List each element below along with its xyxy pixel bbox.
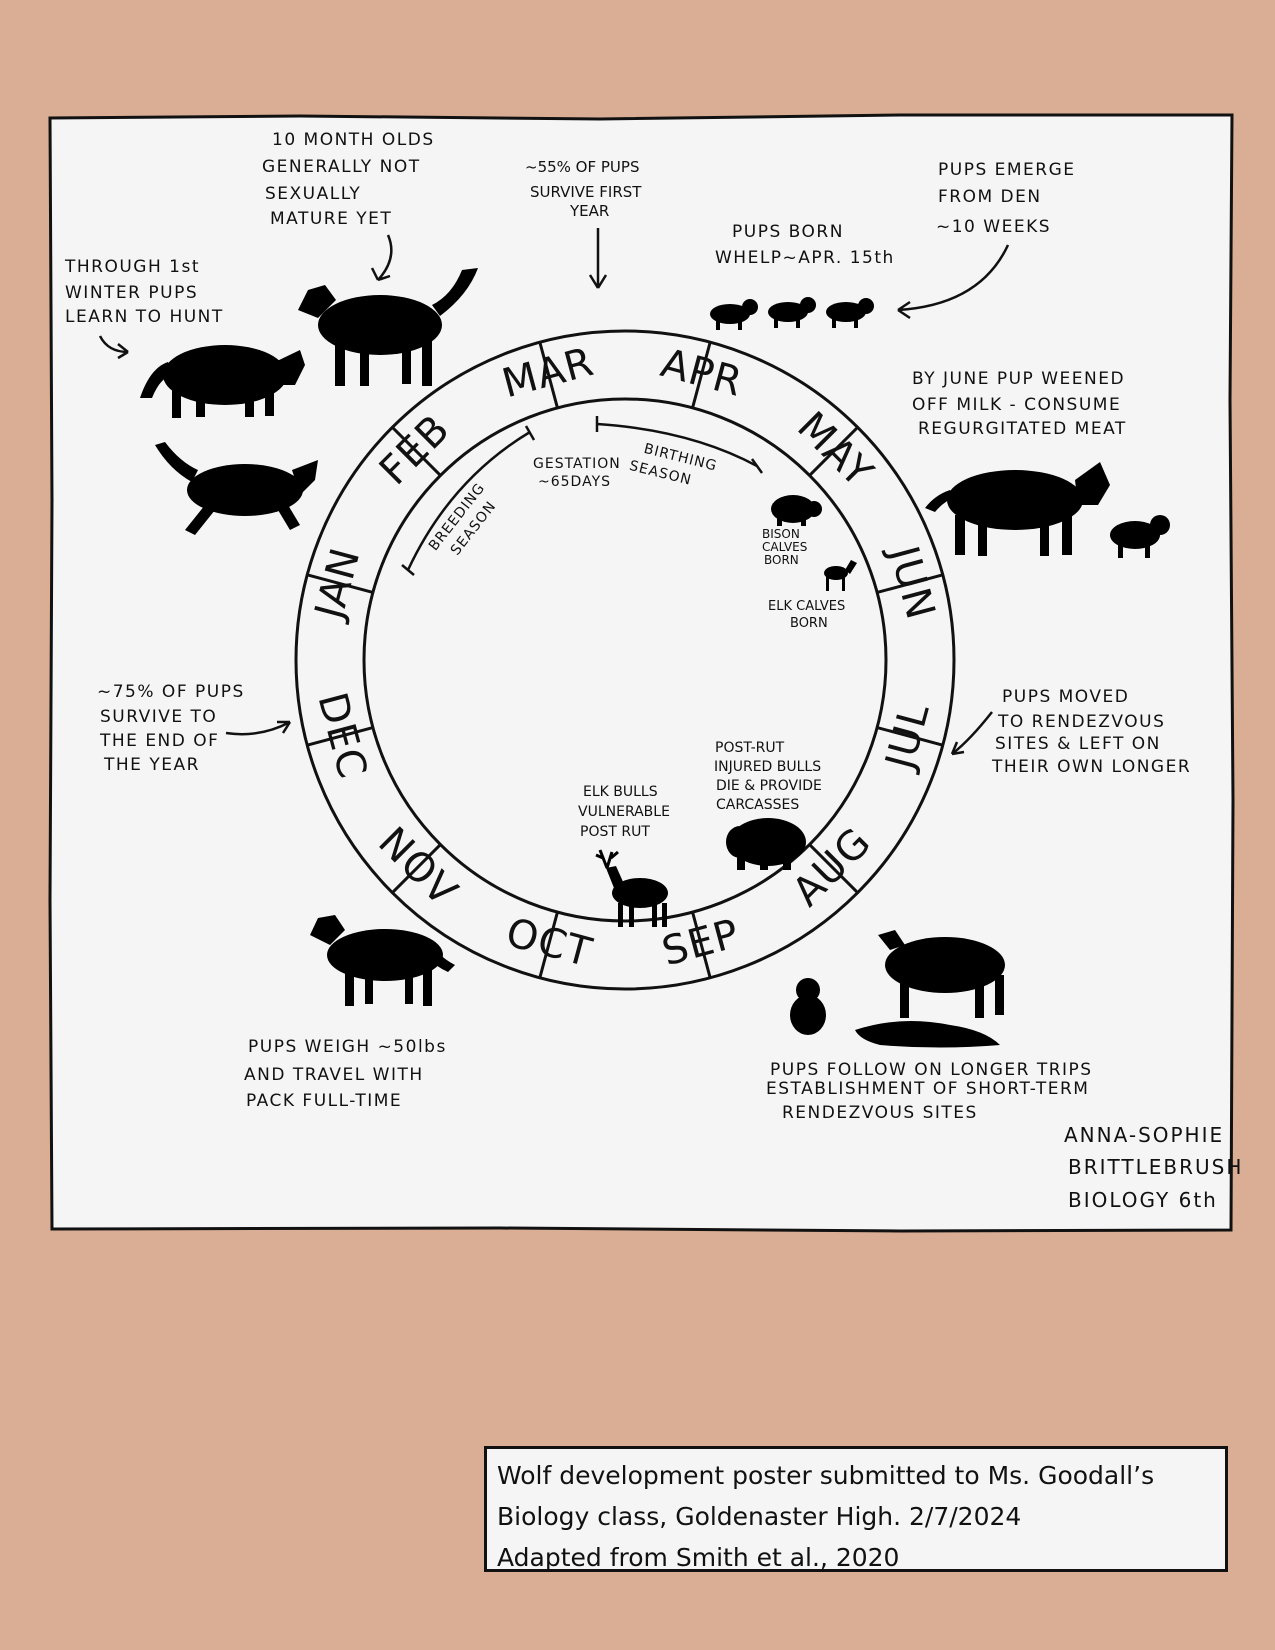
caption-line: Adapted from Smith et al., 2020 xyxy=(497,1543,900,1572)
survive-first-year-note: ~55% OF PUPS SURVIVE FIRST YEAR xyxy=(525,158,646,220)
wolf-with-pack-silhouette xyxy=(310,915,455,1006)
arrow-ten-month xyxy=(370,234,393,282)
month-dividers xyxy=(306,341,944,979)
arrow-rendezvous xyxy=(950,711,993,756)
bison-bull-silhouette xyxy=(726,818,806,870)
rendezvous-note: PUPS MOVED TO RENDEZVOUS SITES & LEFT ON… xyxy=(991,687,1191,777)
wolf-walking-silhouette xyxy=(140,345,305,418)
month-divider xyxy=(391,843,442,894)
bison-calves-label: BISON CALVES BORN xyxy=(762,527,811,567)
breeding-season-bracket xyxy=(406,430,531,571)
survive-year-end-note: ~75% OF PUPS SURVIVE TO THE END OF THE Y… xyxy=(97,682,252,775)
first-winter-note: THROUGH 1st WINTER PUPS LEARN TO HUNT xyxy=(64,257,224,327)
arrow-first-winter xyxy=(98,335,129,360)
post-rut-label: POST-RUT INJURED BULLS DIE & PROVIDE CAR… xyxy=(714,740,826,813)
elk-bull-silhouette xyxy=(595,849,668,927)
month-divider xyxy=(808,843,859,894)
caption-line: Biology class, Goldenaster High. 2/7/202… xyxy=(497,1502,1022,1531)
elk-calf-silhouette xyxy=(824,560,857,591)
season-brackets xyxy=(401,416,764,576)
ten-month-note: 10 MONTH OLDS GENERALLY NOT SEXUALLY MAT… xyxy=(262,130,442,229)
arrow-survive-year-end xyxy=(225,720,292,736)
month-divider xyxy=(808,426,859,477)
june-weaned-note: BY JUNE PUP WEENED OFF MILK - CONSUME RE… xyxy=(912,369,1132,439)
wolf-running-silhouette xyxy=(155,442,318,535)
longer-trips-note: PUPS FOLLOW ON LONGER TRIPS ESTABLISHMEN… xyxy=(766,1060,1099,1123)
month-divider xyxy=(538,341,559,409)
caption-line: Wolf development poster submitted to Ms.… xyxy=(497,1461,1155,1490)
wolf-standing-silhouette xyxy=(298,268,478,386)
month-divider xyxy=(306,573,374,594)
pups-emerge-note: PUPS EMERGE FROM DEN ~10 WEEKS xyxy=(936,160,1082,237)
elk-calves-label: ELK CALVES BORN xyxy=(768,599,849,631)
month-divider xyxy=(876,726,944,747)
elk-bulls-label: ELK BULLS VULNERABLE POST RUT xyxy=(578,784,674,840)
month-divider xyxy=(691,341,712,409)
month-divider xyxy=(876,573,944,594)
caption-box: Wolf development poster submitted to Ms.… xyxy=(484,1446,1228,1572)
wolf-feeding-pup-silhouette xyxy=(925,462,1170,558)
month-divider xyxy=(538,911,559,979)
wolves-at-carcass-silhouette xyxy=(790,930,1005,1048)
birthing-season-bracket xyxy=(596,422,758,468)
arrow-survive-first xyxy=(588,228,608,289)
month-divider xyxy=(691,911,712,979)
wolf-pups-silhouette xyxy=(710,297,874,330)
month-divider xyxy=(306,726,374,747)
gestation-label: GESTATION ~65DAYS xyxy=(533,456,626,490)
month-divider xyxy=(391,426,442,477)
pups-weigh-note: PUPS WEIGH ~50lbs AND TRAVEL WITH PACK F… xyxy=(244,1037,454,1111)
annotation-arrows xyxy=(98,228,1010,756)
bison-calf-silhouette xyxy=(771,495,822,526)
arrow-pups-emerge xyxy=(897,244,1010,320)
pups-born-note: PUPS BORN WHELP~APR. 15th xyxy=(715,222,895,268)
student-signature: ANNA-SOPHIE BRITTLEBRUSH BIOLOGY 6th xyxy=(1064,1123,1252,1212)
